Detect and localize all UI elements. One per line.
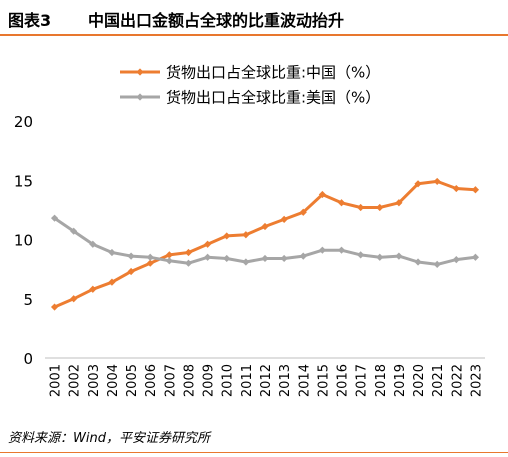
data-point-china <box>127 267 135 276</box>
x-tick-label: 2006 <box>144 364 159 397</box>
x-tick-label: 2010 <box>221 364 236 397</box>
footer-divider <box>0 452 508 453</box>
data-point-us <box>70 227 78 235</box>
x-tick-label: 2012 <box>259 364 274 397</box>
data-point-china <box>318 190 326 199</box>
x-tick-label: 2013 <box>278 364 293 397</box>
line-chart: 0 5 10 15 20 2001 2002 2003 2004 2005 2006 2007 2008… <box>14 64 485 397</box>
x-tick-label: 2020 <box>412 364 427 397</box>
x-tick-label: 2011 <box>240 364 255 397</box>
data-point-us <box>337 246 346 254</box>
legend-marker <box>136 68 144 76</box>
data-point-china <box>261 222 269 231</box>
data-point-us <box>165 257 173 265</box>
data-point-us <box>357 251 365 259</box>
series-line-china <box>54 179 476 309</box>
data-point-us <box>50 214 59 222</box>
x-tick-label: 2008 <box>182 364 197 397</box>
data-point-china <box>184 248 193 257</box>
x-tick-label: 2002 <box>68 364 83 397</box>
data-point-china <box>204 240 212 248</box>
data-point-china <box>223 232 231 240</box>
data-point-china <box>471 186 480 194</box>
data-point-china <box>146 259 154 267</box>
figure-number: 图表3 <box>8 11 52 30</box>
x-tick-label: 2014 <box>297 364 312 397</box>
x-tick-label: 2022 <box>450 364 465 397</box>
data-point-china <box>70 295 78 303</box>
x-tick-label: 2017 <box>355 364 370 397</box>
data-point-china <box>50 303 59 311</box>
x-tick-label: 2004 <box>106 364 121 397</box>
data-point-us <box>184 259 193 267</box>
x-tick-label: 2016 <box>336 364 351 397</box>
data-point-us <box>127 252 135 260</box>
legend-marker <box>136 93 144 101</box>
data-point-us <box>146 253 154 261</box>
data-point-china <box>242 231 250 239</box>
data-point-china <box>376 203 384 212</box>
x-tick-label: 2021 <box>431 364 446 397</box>
figure-title: 中国出口金额占全球的比重波动抬升 <box>88 11 345 30</box>
data-point-us <box>89 240 97 248</box>
y-tick-label: 5 <box>23 291 33 309</box>
data-point-us <box>261 254 269 263</box>
legend-label: 货物出口占全球比重:美国（%） <box>166 89 380 107</box>
header-divider <box>0 34 508 36</box>
data-point-us <box>204 253 212 261</box>
data-point-us <box>471 253 480 261</box>
data-point-us <box>414 258 422 266</box>
x-tick-label: 2018 <box>374 364 389 397</box>
data-point-china <box>357 203 365 212</box>
y-tick-label: 15 <box>14 172 33 190</box>
x-tick-label: 2005 <box>125 364 140 397</box>
source-note: 资料来源：Wind，平安证券研究所 <box>8 431 210 446</box>
data-point-us <box>452 256 460 264</box>
data-point-us <box>242 258 250 266</box>
data-point-china <box>433 177 441 186</box>
x-tick-label: 2019 <box>393 364 408 397</box>
data-point-china <box>299 208 307 216</box>
data-point-us <box>376 253 384 261</box>
x-tick-label: 2003 <box>87 364 102 397</box>
data-point-us <box>433 260 441 268</box>
data-point-china <box>337 199 346 207</box>
y-tick-label: 0 <box>23 350 33 368</box>
x-tick-label: 2001 <box>49 364 64 397</box>
data-point-us <box>223 254 231 263</box>
data-point-china <box>280 215 288 223</box>
x-tick-label: 2007 <box>163 364 178 397</box>
legend-label: 货物出口占全球比重:中国（%） <box>166 64 380 82</box>
x-tick-label: 2015 <box>316 364 331 397</box>
data-point-us <box>108 248 116 257</box>
x-tick-label: 2009 <box>202 364 217 397</box>
y-tick-label: 20 <box>14 113 33 131</box>
x-tick-label: 2023 <box>469 364 484 397</box>
data-point-us <box>280 254 288 263</box>
y-tick-label: 10 <box>14 232 33 250</box>
data-point-us <box>299 252 307 260</box>
data-point-us <box>395 252 403 260</box>
data-point-china <box>452 184 460 193</box>
data-point-china <box>414 180 422 188</box>
figure-header: 图表3 中国出口金额占全球的比重波动抬升 <box>0 0 508 36</box>
data-point-china <box>395 199 403 207</box>
data-point-us <box>318 246 326 254</box>
